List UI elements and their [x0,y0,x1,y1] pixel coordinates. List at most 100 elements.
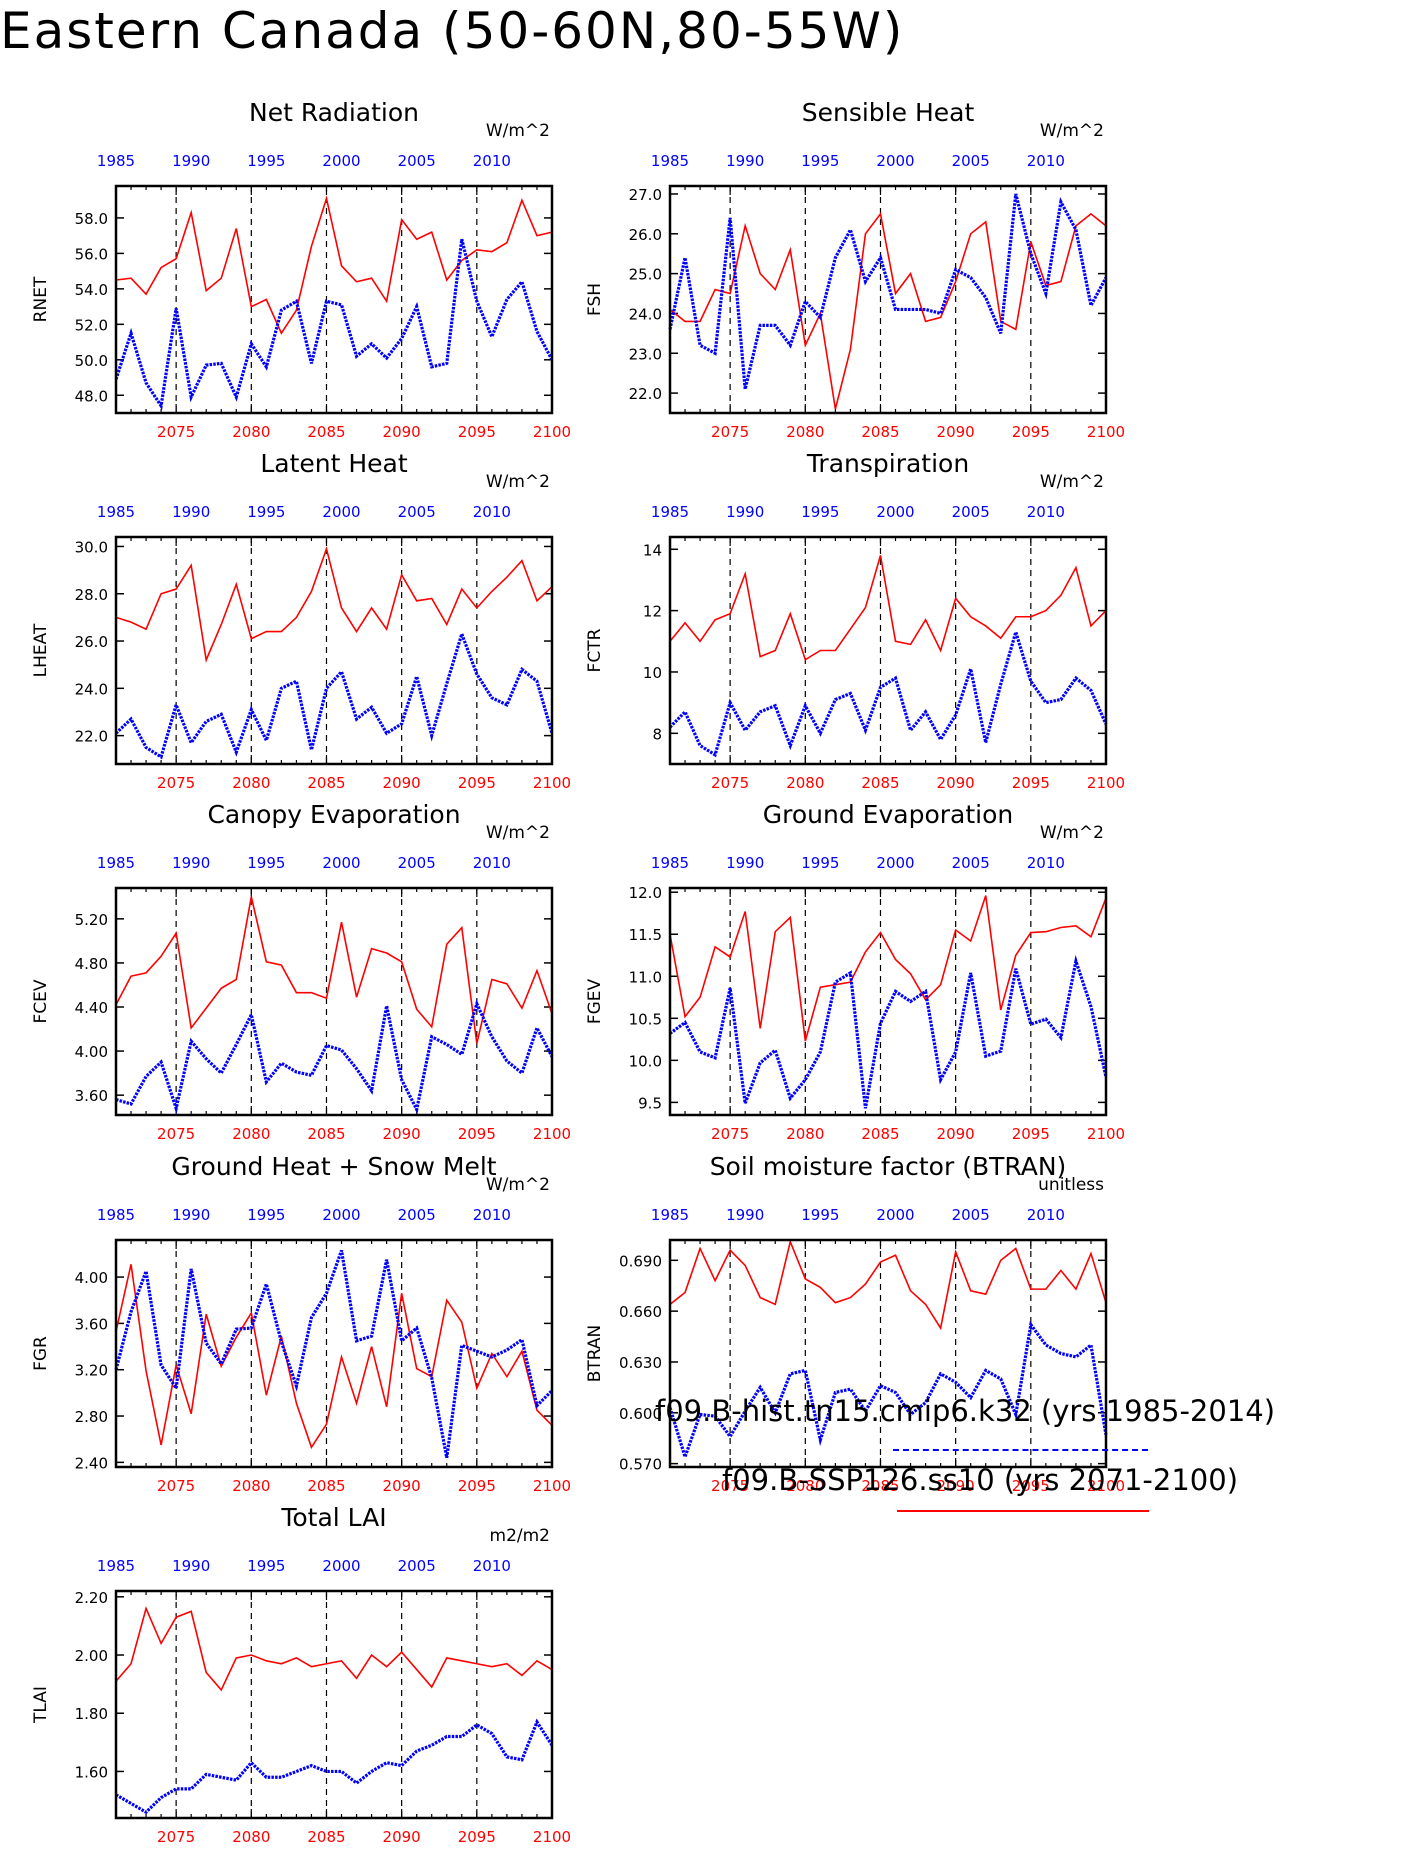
plot-frame [114,886,554,1117]
x-tick-label-top: 2005 [952,503,990,521]
plot-frame [668,886,1108,1117]
x-tick-label-bottom: 2080 [786,1125,824,1143]
y-tick-label: 26.0 [75,633,108,651]
x-tick-label-top: 1990 [172,1206,210,1224]
units-label: W/m^2 [486,472,550,492]
series-line-ssp126 [669,1239,1107,1331]
x-tick-label-top: 1990 [172,854,210,872]
x-tick-label-bottom: 2085 [861,1477,899,1495]
legend-hist-line [893,1449,1148,1451]
x-tick-label-bottom: 2090 [383,423,421,441]
chart-fctr: Transpiration W/m^2 FCTR 8 10 12 14 2075 2080 208… [585,449,1125,792]
units-label: m2/m2 [490,1526,550,1546]
x-tick-label-top: 2010 [1027,854,1065,872]
x-tick-label-top: 1985 [97,152,135,170]
units-label: W/m^2 [1040,823,1104,843]
y-tick-label: 24.0 [75,680,108,698]
series-line-ssp126 [669,555,1107,661]
y-tick-label: 2.20 [75,1589,108,1607]
x-tick-label-top: 2010 [473,854,511,872]
panel-title: Net Radiation [249,98,419,127]
series-line-ssp126 [115,195,553,335]
x-tick-label-bottom: 2080 [786,1477,824,1495]
chart-btran: Soil moisture factor (BTRAN)unitless BTRA… [585,1152,1125,1495]
y-tick-label: 0.660 [619,1303,662,1321]
chart-fgev: Ground Evaporation W/m^2 FGEV 9.5 10.0 10.5 11… [585,800,1125,1143]
x-tick-label-top: 1985 [97,1206,135,1224]
x-tick-label-bottom: 2090 [937,774,975,792]
x-tick-label-bottom: 2075 [157,1477,195,1495]
y-tick-label: 2.40 [75,1454,108,1472]
series-line-hist [115,1718,554,1815]
x-tick-label-top: 1985 [651,1206,689,1224]
x-tick-label-top: 2005 [952,1206,990,1224]
y-axis-label: BTRAN [585,1325,605,1383]
x-tick-label-bottom: 2090 [383,1828,421,1846]
x-tick-label-bottom: 2100 [533,774,571,792]
x-tick-label-bottom: 2085 [307,1125,345,1143]
x-tick-label-bottom: 2090 [383,1477,421,1495]
panel-title: Ground Heat + Snow Melt [171,1152,496,1181]
y-tick-label: 1.60 [75,1763,108,1781]
panel-title: Canopy Evaporation [207,800,460,829]
x-tick-label-top: 2005 [952,152,990,170]
x-tick-label-top: 1990 [726,854,764,872]
x-tick-label-top: 2000 [322,503,360,521]
y-tick-label: 3.20 [75,1362,108,1380]
x-tick-label-top: 1985 [651,854,689,872]
plot-frame [668,1238,1108,1469]
x-tick-label-top: 1995 [247,854,285,872]
y-tick-label: 2.80 [75,1408,108,1426]
series-line-ssp126 [115,896,553,1044]
y-tick-label: 0.630 [619,1354,662,1372]
y-tick-label: 3.60 [75,1315,108,1333]
x-tick-label-bottom: 2080 [786,423,824,441]
x-tick-label-bottom: 2090 [937,1477,975,1495]
units-label: W/m^2 [486,823,550,843]
series-line-ssp126 [115,1606,553,1692]
x-tick-label-top: 1995 [801,503,839,521]
y-tick-label: 9.5 [638,1094,662,1112]
x-tick-label-top: 2000 [322,152,360,170]
x-tick-label-bottom: 2100 [533,423,571,441]
x-tick-label-top: 2010 [473,152,511,170]
x-tick-label-bottom: 2095 [1012,774,1050,792]
y-tick-label: 1.80 [75,1705,108,1723]
figure-title: Eastern Canada (50-60N,80-55W) [0,2,905,60]
series-line-hist [668,193,1108,390]
x-tick-label-top: 1995 [801,1206,839,1224]
legend-hist-label: f09.B-hist.tn15.cmip6.k32 (yrs 1985-2014… [655,1394,1276,1428]
y-tick-label: 28.0 [75,586,108,604]
x-tick-label-top: 2000 [322,1206,360,1224]
y-axis-label: LHEAT [31,623,51,677]
x-tick-label-bottom: 2100 [533,1125,571,1143]
x-tick-label-bottom: 2095 [458,423,496,441]
y-tick-label: 30.0 [75,538,108,556]
y-tick-label: 25.0 [629,266,662,284]
series-line-hist [114,628,554,760]
x-tick-label-bottom: 2075 [711,1125,749,1143]
x-tick-label-bottom: 2080 [232,1828,270,1846]
x-tick-label-bottom: 2100 [533,1477,571,1495]
y-axis-label: FSH [585,283,605,316]
x-tick-label-bottom: 2075 [711,423,749,441]
y-tick-label: 2.00 [75,1647,108,1665]
x-tick-label-bottom: 2095 [458,1125,496,1143]
chart-tlai: Total LAI m2/m2 TLAI 1.60 1.80 2.00 2.20 2075 20… [31,1503,571,1846]
x-tick-label-top: 2005 [398,503,436,521]
panel-title: Total LAI [280,1503,386,1532]
x-tick-label-bottom: 2090 [383,774,421,792]
x-tick-label-top: 1990 [726,152,764,170]
x-tick-label-top: 1990 [726,1206,764,1224]
x-tick-label-bottom: 2080 [232,1477,270,1495]
y-tick-label: 4.80 [75,955,108,973]
series-line-ssp126 [115,1264,553,1450]
x-tick-label-top: 2000 [876,503,914,521]
y-axis-label: FCTR [585,628,605,672]
y-tick-label: 22.0 [75,728,108,746]
y-axis-label: TLAI [31,1686,51,1724]
series-line-hist [115,999,554,1115]
plot-frame [668,184,1108,415]
units-label: W/m^2 [1040,121,1104,141]
x-tick-label-bottom: 2075 [711,1477,749,1495]
